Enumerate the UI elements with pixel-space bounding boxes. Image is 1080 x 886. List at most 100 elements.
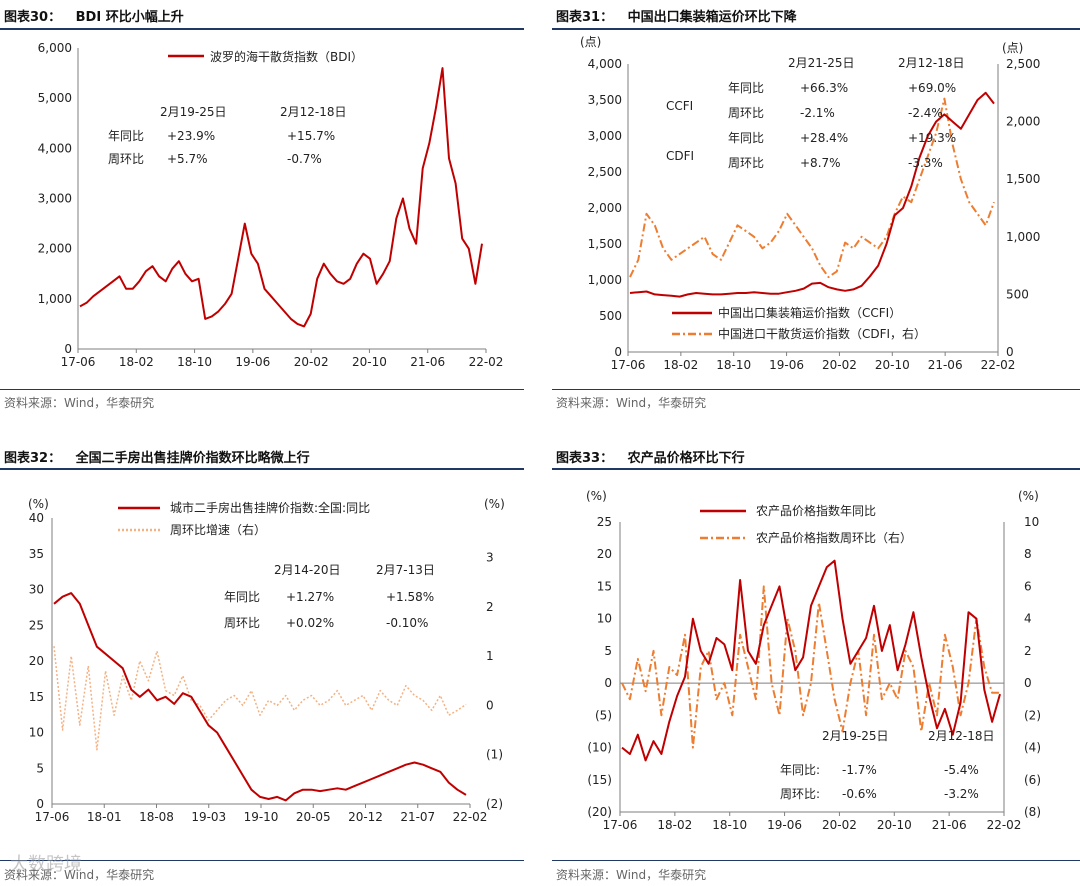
chart31-ann-value: +19.3% [908,131,956,145]
chart31-left-y-tick-label: 3,500 [588,93,622,107]
chart33-ann-header-1: 2月19-25日 [822,729,889,743]
chart31-ann-value: -2.4% [908,106,943,120]
chart32-label: 图表32： [4,451,62,466]
chart31-right-y-tick-label: 1,500 [1006,172,1040,186]
chart30-y-tick-label: 2,000 [38,242,72,256]
chart31-left-y-tick-label: 2,000 [588,201,622,215]
chart33-title-row: 图表33： 农产品价格环比下行 [556,447,745,466]
chart31-ann-value: +28.4% [800,131,848,145]
chart31-title-row: 图表31： 中国出口集装箱运价环比下降 [556,6,797,25]
chart33-x-tick-label: 22-02 [987,818,1022,832]
chart33-agri-chart: (%) (%)(20)(15)(10)(5)0510152025(8)(6)(4)… [586,489,1041,832]
chart33-bottom-rule [552,860,1080,861]
chart30-title: BDI 环比小幅上升 [75,10,184,25]
chart30-ann-value: -0.7% [287,152,322,166]
chart31-left-y-tick-label: 1,500 [588,237,622,251]
chart31-ann-row-label: 周环比 [728,106,764,120]
chart32-left-y-tick-label: 15 [29,690,44,704]
chart31-right-y-tick-label: 0 [1006,345,1014,359]
chart31-x-tick-label: 18-02 [663,358,698,372]
chart30-ann-row-label: 年同比 [108,129,144,143]
chart33-left-y-tick-label: (5) [595,708,612,722]
chart32-legend-label-weekly: 周环比增速（右） [170,522,266,537]
chart33-x-tick-label: 20-02 [822,818,857,832]
chart33-ann-value: -1.7% [842,763,877,777]
chart33-title-rule [552,468,1080,470]
chart33-ann-value: -0.6% [842,787,877,801]
chart33-ann-value: -3.2% [944,787,979,801]
chart33-left-y-tick-label: 25 [597,515,612,529]
chart30-ann-header-2: 2月12-18日 [280,105,347,119]
chart32-right-y-tick-label: 3 [486,550,494,564]
chart30-x-tick-label: 21-06 [410,355,445,369]
chart31-ann-row-label: 周环比 [728,156,764,170]
chart32-ann-row-label: 年同比 [224,590,260,604]
chart33-left-y-tick-label: 5 [604,644,612,658]
chart33-x-tick-label: 18-02 [657,818,692,832]
chart30-x-tick-label: 17-06 [61,355,96,369]
chart31-left-y-tick-label: 1,000 [588,273,622,287]
chart33-source: 资料来源：Wind，华泰研究 [556,868,707,882]
chart32-right-y-tick-label: (2) [486,797,503,811]
chart30-title-row: 图表30： BDI 环比小幅上升 [4,6,184,25]
chart30-x-tick-label: 18-10 [177,355,212,369]
chart33-right-y-tick-label: 6 [1024,579,1032,593]
chart33-legend-label-weekly: 农产品价格指数周环比（右） [756,530,912,545]
chart32-left-y-tick-label: 30 [29,583,44,597]
chart31-ann-value: -2.1% [800,106,835,120]
chart32-x-tick-label: 19-03 [191,810,226,824]
chart30-title-rule [0,28,524,30]
chart33-yoy-line [621,559,1001,762]
chart31-ann-row-label: 年同比 [728,131,764,145]
chart33-left-y-tick-label: 0 [604,676,612,690]
chart33-x-tick-label: 21-06 [932,818,967,832]
chart30-bdi-chart: 0 1,000 2,000 3,000 4,000 5,000 6,000 17-06 18-0… [38,41,504,369]
chart33-right-y-tick-label: (6) [1024,773,1041,787]
chart32-right-y-tick-label: 0 [486,698,494,712]
chart31-ann-group-name: CCFI [666,99,693,113]
chart32-x-tick-label: 20-12 [348,810,383,824]
chart33-y-left-unit: (%) [586,489,607,503]
chart31-ann-value: +8.7% [800,156,841,170]
chart30-y-tick-label: 5,000 [38,91,72,105]
chart31-ccfi-line [629,91,995,298]
chart32-left-y-tick-label: 35 [29,547,44,561]
chart31-bottom-rule [552,389,1080,390]
chart31-x-tick-label: 21-06 [928,358,963,372]
chart30-x-tick-label: 22-02 [469,355,504,369]
chart32-ann-value: +0.02% [286,616,334,630]
chart30-ann-value: +15.7% [287,129,335,143]
chart32-x-tick-label: 17-06 [35,810,70,824]
chart32-left-y-tick-label: 40 [29,511,44,525]
chart32-x-tick-label: 22-02 [453,810,488,824]
chart33-right-y-tick-label: (2) [1024,708,1041,722]
chart32-source: 资料来源：Wind，华泰研究 [4,868,155,882]
chart32-left-y-tick-label: 10 [29,726,44,740]
chart31-right-y-tick-label: 1,000 [1006,230,1040,244]
chart30-bottom-rule [0,389,524,390]
chart30-label: 图表30： [4,10,62,25]
chart31-x-tick-label: 20-10 [875,358,910,372]
chart33-title: 农产品价格环比下行 [627,451,745,466]
chart31-y-right-unit: (点) [1002,41,1023,55]
chart32-ann-header-1: 2月14-20日 [274,563,341,577]
chart30-ann-value: +23.9% [167,129,215,143]
chart33-weekly-line [621,585,1000,749]
chart32-y-left-unit: (%) [28,497,49,511]
chart33-right-y-tick-label: 4 [1024,612,1032,626]
chart32-x-tick-label: 19-10 [244,810,279,824]
chart32-ann-value: -0.10% [386,616,428,630]
chart32-bottom-rule [0,860,524,861]
chart33-right-y-tick-label: 0 [1024,676,1032,690]
chart31-legend-label-cdfi: 中国进口干散货运价指数（CDFI，右） [718,326,926,341]
chart32-weekly-line [53,646,467,751]
chart31-ann-row-label: 年同比 [728,81,764,95]
chart31-left-y-tick-label: 0 [614,345,622,359]
chart33-right-y-tick-label: 10 [1024,515,1039,529]
chart32-title-row: 图表32： 全国二手房出售挂牌价指数环比略微上行 [4,447,310,466]
chart30-ann-row-label: 周环比 [108,152,144,166]
chart30-legend-label: 波罗的海干散货指数（BDI） [210,49,363,64]
chart32-left-y-tick-label: 5 [36,761,44,775]
chart31-right-y-tick-label: 2,000 [1006,115,1040,129]
chart33-ann-row-label: 周环比: [780,787,820,801]
